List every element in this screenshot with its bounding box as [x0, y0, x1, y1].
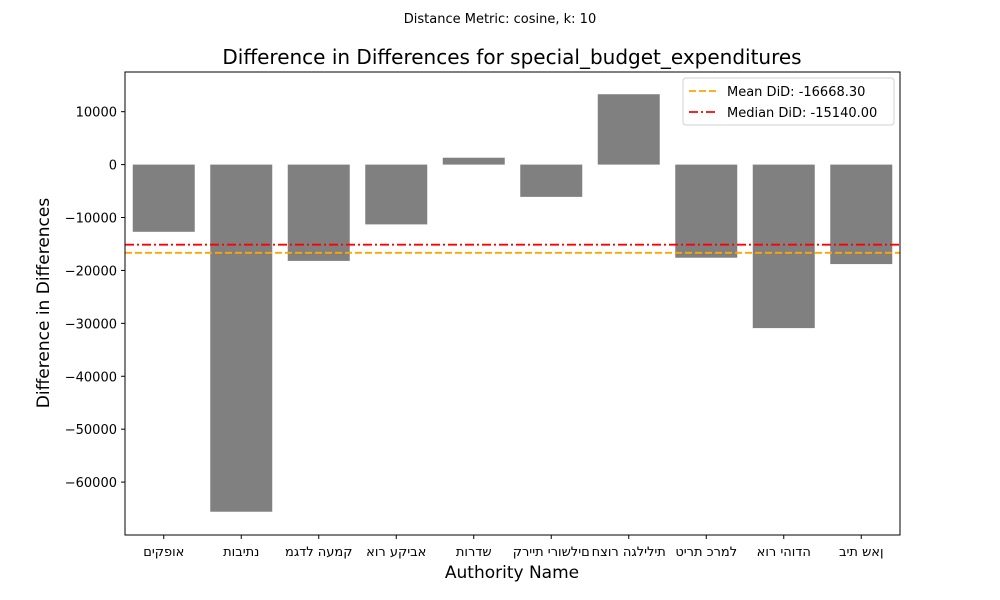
bar — [675, 164, 738, 258]
legend-label: Median DiD: -15140.00 — [727, 106, 877, 121]
bar — [830, 164, 893, 265]
bar — [752, 164, 815, 329]
x-tick-label: חצור הגלילית — [592, 545, 666, 560]
chart-title: Difference in Differences for special_bu… — [222, 45, 801, 69]
x-tick-label: קריית ירושלים — [513, 545, 590, 560]
y-tick-label: −20000 — [65, 264, 117, 279]
x-tick-label: בית שאן — [839, 545, 884, 560]
y-tick-label: −60000 — [65, 476, 117, 491]
plot-area: 10000 0 −10000 −20000 −30000 −40000 −50000 −600… — [65, 71, 901, 560]
legend: Mean DiD: -16668.30 Median DiD: -15140.00 — [682, 77, 895, 126]
bar — [365, 164, 428, 225]
x-tick-label: אור יהודה — [757, 545, 811, 560]
y-tick-label: 0 — [109, 159, 117, 174]
x-tick-label: םיקפוא — [143, 545, 184, 560]
x-axis-label: Authority Name — [445, 563, 579, 583]
x-tick-label: מגדל העמק — [285, 545, 353, 560]
bar — [132, 164, 195, 232]
x-tick-label: טירת כרמל — [675, 545, 737, 560]
y-tick-label: −10000 — [65, 212, 117, 227]
y-tick-label: −30000 — [65, 317, 117, 332]
y-tick-label: −50000 — [65, 423, 117, 438]
bar — [442, 157, 505, 165]
chart-suptitle: Distance Metric: cosine, k: 10 — [404, 12, 596, 27]
y-tick-label: 10000 — [76, 106, 117, 121]
x-tick-label: אור עקיבא — [366, 545, 426, 560]
x-tick-label: תוביתנ — [223, 545, 259, 560]
bar — [520, 164, 583, 197]
plot-frame — [124, 71, 901, 536]
bar — [287, 164, 350, 261]
y-axis-label: Difference in Differences — [34, 198, 54, 409]
y-tick-label: −40000 — [65, 370, 117, 385]
bar — [210, 164, 273, 512]
legend-frame — [682, 77, 895, 126]
x-tick-label: תורדש — [456, 545, 492, 560]
bar — [597, 94, 660, 165]
legend-label: Mean DiD: -16668.30 — [727, 85, 865, 100]
